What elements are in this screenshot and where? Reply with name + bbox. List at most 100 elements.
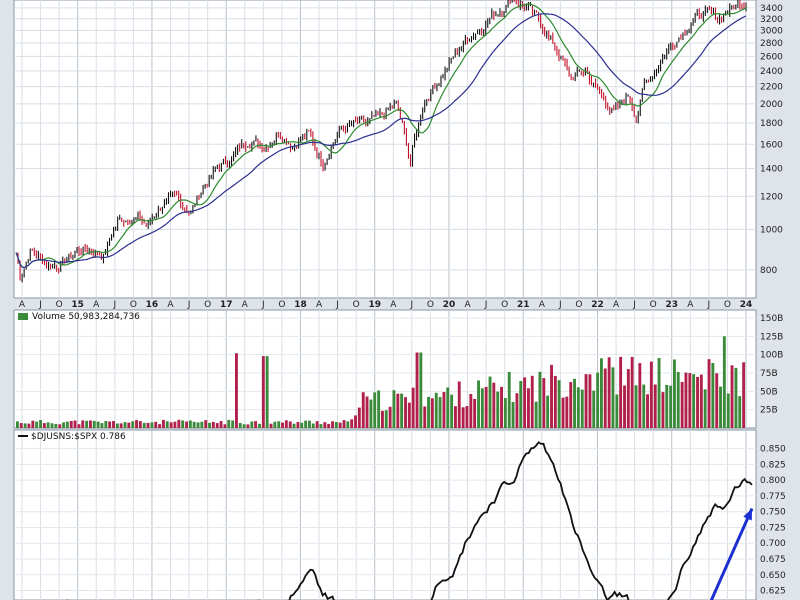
volume-bar — [699, 374, 703, 428]
x-tick-label: J — [38, 300, 42, 310]
volume-bar — [296, 422, 300, 428]
y-tick-label: 75B — [760, 369, 778, 379]
volume-bar — [442, 392, 446, 428]
x-tick-label: J — [632, 300, 636, 310]
volume-bar — [423, 406, 427, 428]
volume-bar — [630, 356, 634, 428]
volume-bar — [292, 423, 296, 428]
volume-bar — [150, 422, 154, 428]
volume-bar — [100, 423, 104, 428]
volume-bar — [181, 420, 185, 428]
x-tick-label: O — [353, 300, 360, 310]
volume-bar — [308, 420, 311, 428]
y-tick-label: 0.775 — [760, 492, 786, 502]
volume-bar — [177, 419, 181, 428]
y-tick-label: 100B — [760, 351, 783, 361]
volume-bar — [492, 382, 496, 428]
volume-bar — [738, 396, 742, 428]
y-tick-label: 1600 — [760, 140, 783, 150]
volume-bar — [576, 387, 580, 428]
volume-bar — [288, 421, 292, 428]
x-tick-label: O — [501, 300, 508, 310]
ratio-title: $DJUSNS:$SPX 0.786 — [31, 432, 126, 442]
x-tick-label: 18 — [294, 300, 307, 310]
volume-legend-swatch — [18, 313, 28, 320]
volume-bar — [519, 381, 523, 428]
volume-bar — [265, 356, 269, 428]
volume-bar — [573, 378, 576, 428]
volume-bar — [89, 420, 92, 428]
x-tick-label: O — [724, 300, 731, 310]
x-tick-label: 23 — [665, 300, 678, 310]
volume-bar — [542, 378, 546, 428]
volume-bar — [507, 372, 511, 428]
volume-bar — [123, 422, 127, 428]
volume-bar — [646, 394, 649, 428]
volume-bar — [649, 361, 653, 428]
y-tick-label: 2200 — [760, 83, 783, 93]
volume-bar — [461, 407, 465, 428]
volume-bar — [62, 422, 65, 428]
volume-bar — [619, 356, 623, 428]
volume-bar — [39, 420, 42, 428]
volume-bar — [615, 394, 619, 428]
volume-bar — [342, 420, 346, 428]
volume-bar — [688, 373, 692, 428]
grid-lines — [14, 0, 756, 600]
volume-bar — [327, 423, 331, 428]
volume-bar — [592, 390, 596, 428]
volume-bar — [361, 392, 365, 428]
volume-bar — [16, 421, 19, 428]
volume-bar — [527, 388, 530, 428]
volume-bar — [730, 365, 734, 428]
volume-bar — [242, 424, 246, 428]
volume-bar — [23, 423, 27, 428]
volume-bar — [642, 384, 646, 428]
x-tick-label: A — [687, 300, 694, 310]
x-tick-label: O — [130, 300, 137, 310]
volume-bar — [626, 369, 630, 428]
volume-bar — [315, 421, 319, 428]
volume-bar — [173, 421, 177, 428]
volume-bar — [680, 382, 684, 428]
volume-bar — [673, 359, 676, 428]
x-tick-label: O — [650, 300, 657, 310]
volume-bar — [607, 357, 611, 428]
volume-bar — [346, 421, 350, 428]
volume-bar — [438, 397, 442, 428]
volume-bar — [146, 422, 150, 428]
volume-bar — [65, 421, 69, 428]
volume-bar — [381, 410, 384, 428]
volume-bar — [192, 421, 196, 428]
volume-bar — [162, 419, 165, 428]
volume-bar — [488, 376, 492, 428]
volume-bar — [515, 393, 519, 428]
volume-bar — [430, 398, 434, 428]
volume-bar — [131, 421, 135, 428]
volume-bar — [603, 368, 607, 428]
x-tick-label: O — [204, 300, 211, 310]
volume-bar — [81, 420, 85, 428]
volume-bar — [588, 374, 592, 428]
y-tick-label: 2400 — [760, 67, 783, 77]
y-tick-label: 150B — [760, 314, 783, 324]
annotation-arrow — [709, 507, 754, 600]
y-tick-label: 0.650 — [760, 571, 786, 581]
volume-bar — [711, 363, 715, 428]
volume-bar — [281, 422, 284, 428]
volume-bar — [496, 391, 500, 428]
x-tick-label: 19 — [368, 300, 381, 310]
volume-bar — [238, 423, 242, 428]
x-tick-label: O — [278, 300, 285, 310]
volume-bar — [250, 421, 254, 428]
volume-bar — [127, 422, 131, 428]
volume-bar — [27, 423, 31, 428]
volume-bar — [676, 372, 680, 428]
volume-bar — [734, 367, 738, 428]
volume-bar — [350, 419, 354, 428]
y-tick-label: 2600 — [760, 52, 783, 62]
volume-bar — [334, 422, 338, 428]
volume-bar — [434, 392, 438, 428]
volume-bar — [400, 393, 404, 428]
volume-bar — [19, 423, 23, 428]
